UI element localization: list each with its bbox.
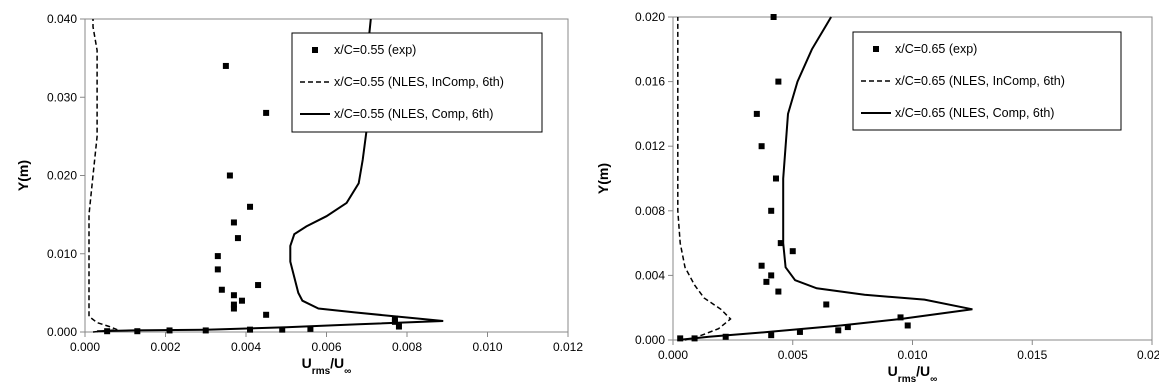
legend: x/C=0.65 (exp) x/C=0.65 (NLES, InComp, 6t…: [852, 31, 1122, 131]
data-marker: [789, 248, 796, 255]
data-marker: [230, 292, 237, 299]
data-marker: [255, 282, 262, 289]
x-tick-label: 0.002: [150, 340, 180, 354]
data-marker: [777, 240, 784, 247]
y-tick-label: 0.030: [47, 90, 77, 104]
data-marker: [307, 325, 314, 332]
y-tick-label: 0.010: [47, 247, 77, 261]
y-tick-label: 0.012: [635, 139, 665, 153]
series-line-solid: [97, 18, 444, 333]
data-marker: [753, 110, 760, 117]
data-marker: [768, 272, 775, 279]
legend-swatch-marker: [312, 47, 318, 53]
series-line-dashed: [88, 19, 118, 333]
legend-box: [291, 32, 543, 133]
data-marker: [768, 207, 775, 214]
data-marker: [758, 262, 765, 269]
legend-label: x/C=0.65 (NLES, Comp, 6th): [895, 106, 1054, 120]
legend-box: [852, 31, 1122, 131]
y-tick-label: 0.004: [635, 268, 665, 282]
data-marker: [763, 278, 770, 285]
data-marker: [904, 322, 911, 329]
data-marker: [230, 219, 237, 226]
data-marker: [770, 14, 777, 20]
data-marker: [823, 301, 830, 308]
x-tick-label: 0.020: [1137, 348, 1159, 362]
data-marker: [238, 297, 245, 304]
data-marker: [775, 78, 782, 85]
x-tick-label: 0.004: [231, 340, 261, 354]
data-marker: [796, 328, 803, 335]
data-marker: [279, 326, 286, 333]
x-tick-label: 0.000: [70, 340, 100, 354]
data-marker: [234, 235, 241, 242]
y-axis-title: Y(m): [595, 163, 611, 194]
chart-1: 0.000 0.002 0.004 0.006 0.008 0.010 0.012 0.000…: [15, 12, 583, 377]
series-line-solid: [677, 16, 973, 341]
x-tick-label: 0.015: [1017, 348, 1047, 362]
data-marker: [226, 172, 233, 179]
y-tick-label: 0.016: [635, 75, 665, 89]
x-tick-label: 0.010: [472, 340, 502, 354]
data-marker: [230, 305, 237, 312]
data-marker: [247, 203, 254, 210]
legend-label: x/C=0.55 (NLES, InComp, 6th): [334, 75, 504, 89]
y-tick-label: 0.000: [47, 325, 77, 339]
y-tick-label: 0.040: [47, 12, 77, 26]
data-marker: [722, 333, 729, 340]
x-tick-label: 0.006: [311, 340, 341, 354]
y-tick-label: 0.008: [635, 204, 665, 218]
y-tick-label: 0.000: [635, 333, 665, 347]
data-marker: [222, 62, 229, 69]
data-marker: [844, 324, 851, 331]
series-line-dashed: [677, 17, 732, 341]
data-marker: [395, 323, 402, 330]
data-marker: [772, 175, 779, 182]
x-tick-label: 0.010: [897, 348, 927, 362]
data-marker: [677, 335, 684, 342]
data-marker: [391, 315, 398, 322]
chart-2: 0.000 0.005 0.010 0.015 0.020 0.000 0.004 0.008…: [595, 10, 1159, 385]
x-tick-label: 0.008: [392, 340, 422, 354]
data-marker: [758, 143, 765, 150]
y-axis-title: Y(m): [15, 160, 31, 191]
y-tick-label: 0.020: [635, 10, 665, 24]
data-marker: [835, 327, 842, 334]
data-marker: [263, 311, 270, 318]
legend-label: x/C=0.65 (NLES, InComp, 6th): [895, 74, 1065, 88]
data-marker: [230, 301, 237, 308]
x-tick-label: 0.012: [553, 340, 583, 354]
x-axis-title: Urms/U∞: [302, 355, 352, 377]
legend-swatch-marker: [873, 46, 879, 52]
data-marker: [218, 286, 225, 293]
legend-label: x/C=0.55 (exp): [334, 43, 416, 57]
legend-label: x/C=0.65 (exp): [895, 42, 977, 56]
data-marker: [263, 109, 270, 116]
data-marker: [247, 326, 254, 333]
data-marker: [214, 253, 221, 260]
data-marker: [775, 288, 782, 295]
y-tick-label: 0.020: [47, 169, 77, 183]
data-marker: [768, 332, 775, 339]
legend: x/C=0.55 (exp) x/C=0.55 (NLES, InComp, 6t…: [291, 32, 543, 133]
data-marker: [897, 314, 904, 321]
x-axis-title: Urms/U∞: [888, 363, 938, 385]
legend-label: x/C=0.55 (NLES, Comp, 6th): [334, 107, 493, 121]
x-tick-label: 0.000: [658, 348, 688, 362]
data-marker: [214, 266, 221, 273]
x-tick-label: 0.005: [778, 348, 808, 362]
